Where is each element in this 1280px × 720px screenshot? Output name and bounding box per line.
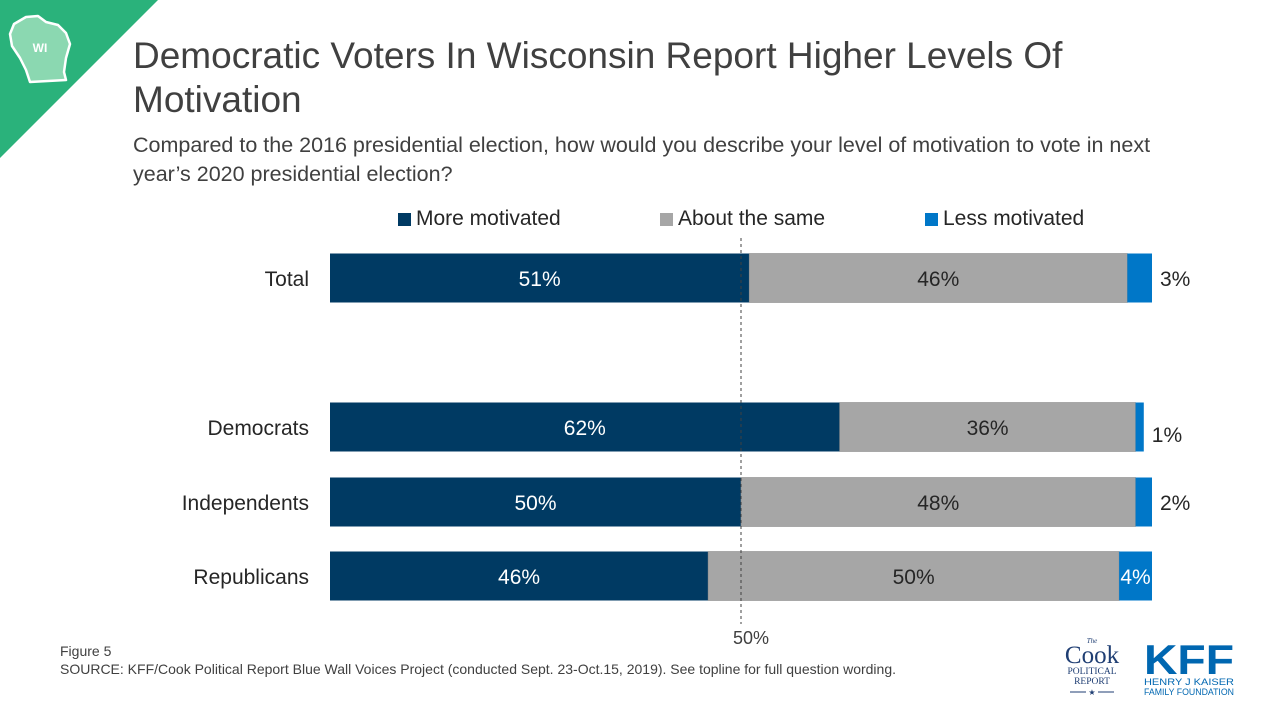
bar-democrats-more-motivated bbox=[330, 402, 840, 452]
wisconsin-map-icon bbox=[8, 14, 72, 84]
cook-logo-the: The bbox=[1087, 637, 1098, 645]
bar-total-about-the-same bbox=[748, 253, 1128, 303]
source-note: SOURCE: KFF/Cook Political Report Blue W… bbox=[60, 661, 896, 677]
data-label-republicans-less-motivated: 4% bbox=[1120, 566, 1150, 589]
cook-political-report-logo: The Cook POLITICAL REPORT ★ bbox=[1065, 637, 1120, 697]
data-label-total-more-motivated: 51% bbox=[519, 268, 561, 291]
figure-label: Figure 5 bbox=[60, 643, 112, 659]
cook-logo-line1: POLITICAL bbox=[1067, 667, 1116, 677]
category-label-total: Total bbox=[265, 268, 309, 291]
bar-democrats-about-the-same bbox=[839, 402, 1136, 452]
category-label-republicans: Republicans bbox=[193, 566, 309, 589]
bar-total-more-motivated bbox=[330, 253, 750, 303]
kff-logo-line2: FAMILY FOUNDATION bbox=[1144, 687, 1234, 697]
data-label-total-about-the-same: 46% bbox=[917, 268, 959, 291]
state-badge: WI bbox=[0, 0, 158, 158]
data-label-republicans-about-the-same: 50% bbox=[893, 566, 935, 589]
data-label-republicans-more-motivated: 46% bbox=[498, 566, 540, 589]
legend-label-more-motivated: More motivated bbox=[416, 207, 561, 230]
bar-democrats-less-motivated bbox=[1135, 402, 1144, 452]
data-label-democrats-less-motivated: 1% bbox=[1152, 424, 1182, 447]
bar-republicans-more-motivated bbox=[330, 551, 709, 601]
reference-line-label: 50% bbox=[733, 628, 769, 648]
star-icon: ★ bbox=[1088, 688, 1095, 697]
bar-republicans-less-motivated bbox=[1119, 551, 1152, 601]
data-label-independents-more-motivated: 50% bbox=[514, 492, 556, 515]
kff-logo-name: KFF bbox=[1144, 636, 1234, 683]
data-label-democrats-about-the-same: 36% bbox=[967, 417, 1009, 440]
bar-independents-less-motivated bbox=[1135, 477, 1152, 527]
legend-swatch-less-motivated bbox=[925, 212, 938, 226]
data-label-total-less-motivated: 3% bbox=[1160, 268, 1190, 291]
bar-republicans-about-the-same bbox=[707, 551, 1120, 601]
legend-label-about-the-same: About the same bbox=[678, 207, 826, 230]
cook-logo-line2: REPORT bbox=[1074, 677, 1110, 687]
category-label-independents: Independents bbox=[182, 492, 309, 515]
legend-swatch-about-the-same bbox=[660, 212, 673, 226]
legend-label-less-motivated: Less motivated bbox=[943, 207, 1085, 230]
kff-logo: KFF HENRY J KAISER FAMILY FOUNDATION bbox=[1144, 636, 1235, 697]
data-label-democrats-more-motivated: 62% bbox=[564, 417, 606, 440]
kff-logo-line1: HENRY J KAISER bbox=[1144, 677, 1235, 687]
category-label-democrats: Democrats bbox=[207, 417, 309, 440]
legend-item-about-the-same: About the same bbox=[660, 206, 825, 232]
legend-swatch-more-motivated bbox=[398, 212, 411, 226]
legend-item-more-motivated: More motivated bbox=[398, 206, 561, 232]
page-title: Democratic Voters In Wisconsin Report Hi… bbox=[133, 35, 1063, 120]
chart-subtitle: Compared to the 2016 presidential electi… bbox=[133, 133, 1151, 186]
bar-total-less-motivated bbox=[1127, 253, 1152, 303]
bar-independents-more-motivated bbox=[330, 477, 741, 527]
legend-item-less-motivated: Less motivated bbox=[925, 206, 1084, 232]
data-label-independents-less-motivated: 2% bbox=[1160, 492, 1190, 515]
data-label-independents-about-the-same: 48% bbox=[917, 492, 959, 515]
badge-state-label: WI bbox=[33, 41, 48, 55]
cook-logo-name: Cook bbox=[1065, 642, 1120, 669]
bar-independents-about-the-same bbox=[740, 477, 1136, 527]
